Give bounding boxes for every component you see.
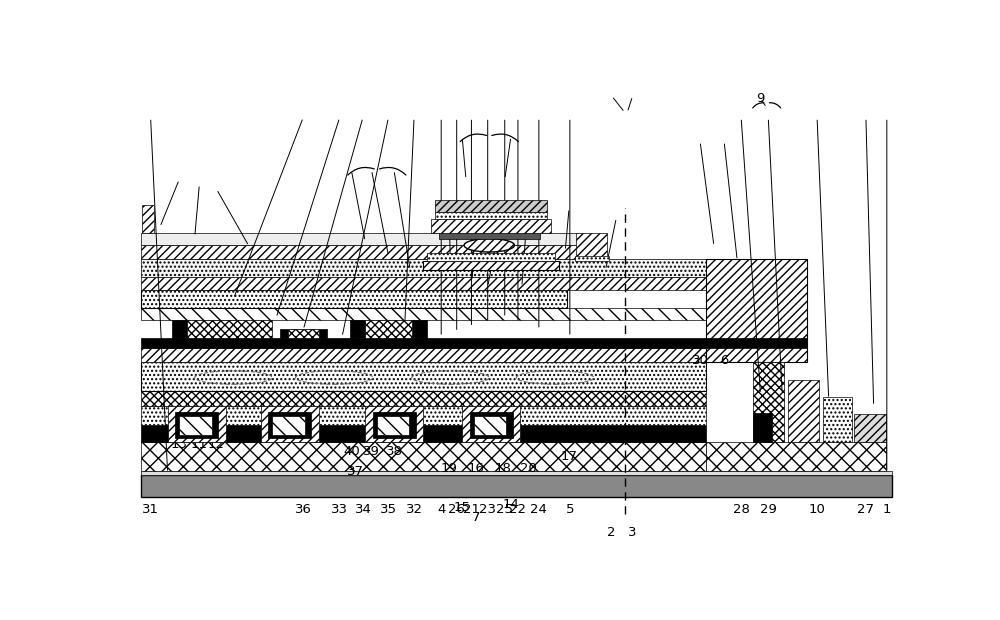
- Bar: [187, 321, 272, 339]
- Text: 20: 20: [520, 462, 536, 475]
- Ellipse shape: [464, 239, 514, 252]
- Bar: [288, 329, 319, 339]
- Bar: [268, 412, 311, 438]
- Bar: [854, 414, 886, 442]
- Text: 7: 7: [472, 511, 480, 524]
- Bar: [706, 339, 807, 348]
- Text: 26: 26: [448, 503, 465, 516]
- Bar: [365, 406, 423, 442]
- Text: 2: 2: [607, 526, 616, 539]
- Bar: [140, 308, 706, 321]
- Bar: [431, 219, 551, 233]
- Text: 14: 14: [503, 498, 519, 510]
- Text: 23: 23: [479, 503, 496, 516]
- Text: 15: 15: [454, 502, 471, 515]
- Text: 25: 25: [496, 503, 513, 516]
- Text: 32: 32: [406, 503, 423, 516]
- Text: 29: 29: [760, 503, 777, 516]
- Bar: [576, 233, 607, 259]
- Bar: [140, 442, 706, 471]
- Text: 39: 39: [363, 445, 380, 458]
- Bar: [439, 233, 540, 239]
- Bar: [822, 397, 852, 442]
- Bar: [435, 200, 547, 212]
- Text: 22: 22: [509, 503, 526, 516]
- Text: 13: 13: [171, 438, 188, 451]
- Bar: [140, 348, 706, 362]
- Bar: [172, 321, 241, 339]
- Bar: [140, 277, 706, 290]
- Bar: [435, 212, 547, 219]
- Text: 1: 1: [883, 503, 891, 516]
- Text: 10: 10: [809, 503, 826, 516]
- Text: 3: 3: [628, 526, 637, 539]
- Bar: [377, 416, 409, 435]
- Bar: [140, 362, 706, 391]
- Bar: [140, 290, 567, 308]
- Bar: [350, 321, 427, 339]
- Bar: [423, 260, 559, 270]
- Text: 24: 24: [530, 503, 547, 516]
- Bar: [373, 412, 416, 438]
- Text: 17: 17: [561, 450, 578, 463]
- Bar: [574, 256, 609, 260]
- Bar: [175, 412, 218, 438]
- Bar: [753, 414, 772, 442]
- Text: 21: 21: [463, 503, 480, 516]
- Bar: [140, 259, 706, 277]
- Bar: [140, 391, 706, 406]
- Bar: [168, 406, 226, 442]
- Bar: [140, 233, 578, 246]
- Text: 40: 40: [343, 445, 360, 458]
- Bar: [470, 412, 512, 438]
- Text: 37: 37: [347, 465, 364, 478]
- Text: 31: 31: [142, 503, 159, 516]
- Text: 35: 35: [380, 503, 397, 516]
- Bar: [788, 380, 819, 442]
- Text: 27: 27: [857, 503, 874, 516]
- Bar: [142, 205, 154, 233]
- Text: 5: 5: [566, 503, 574, 516]
- Text: 38: 38: [385, 445, 402, 458]
- Text: 16: 16: [468, 462, 485, 475]
- Bar: [753, 362, 784, 442]
- Text: 4: 4: [437, 503, 445, 516]
- Bar: [140, 406, 706, 425]
- Text: 18: 18: [495, 462, 512, 475]
- Bar: [706, 259, 807, 362]
- Bar: [140, 425, 706, 442]
- Text: 12: 12: [208, 438, 225, 451]
- Bar: [365, 321, 412, 339]
- Text: 8: 8: [612, 428, 621, 441]
- Text: 34: 34: [354, 503, 371, 516]
- Text: 28: 28: [733, 503, 750, 516]
- Bar: [140, 246, 578, 259]
- Bar: [140, 339, 706, 348]
- Bar: [140, 471, 892, 476]
- Bar: [140, 476, 892, 497]
- Bar: [474, 416, 506, 435]
- Bar: [427, 253, 555, 260]
- Text: 33: 33: [331, 503, 348, 516]
- Text: 6: 6: [720, 355, 728, 367]
- Bar: [261, 406, 319, 442]
- Text: 19: 19: [441, 462, 457, 475]
- Text: 30: 30: [692, 355, 708, 367]
- Bar: [280, 329, 326, 339]
- Bar: [272, 416, 305, 435]
- Text: 36: 36: [295, 503, 312, 516]
- Text: 11: 11: [191, 438, 208, 451]
- Bar: [706, 442, 886, 471]
- Text: 9: 9: [756, 92, 765, 105]
- Bar: [179, 416, 212, 435]
- Bar: [462, 406, 520, 442]
